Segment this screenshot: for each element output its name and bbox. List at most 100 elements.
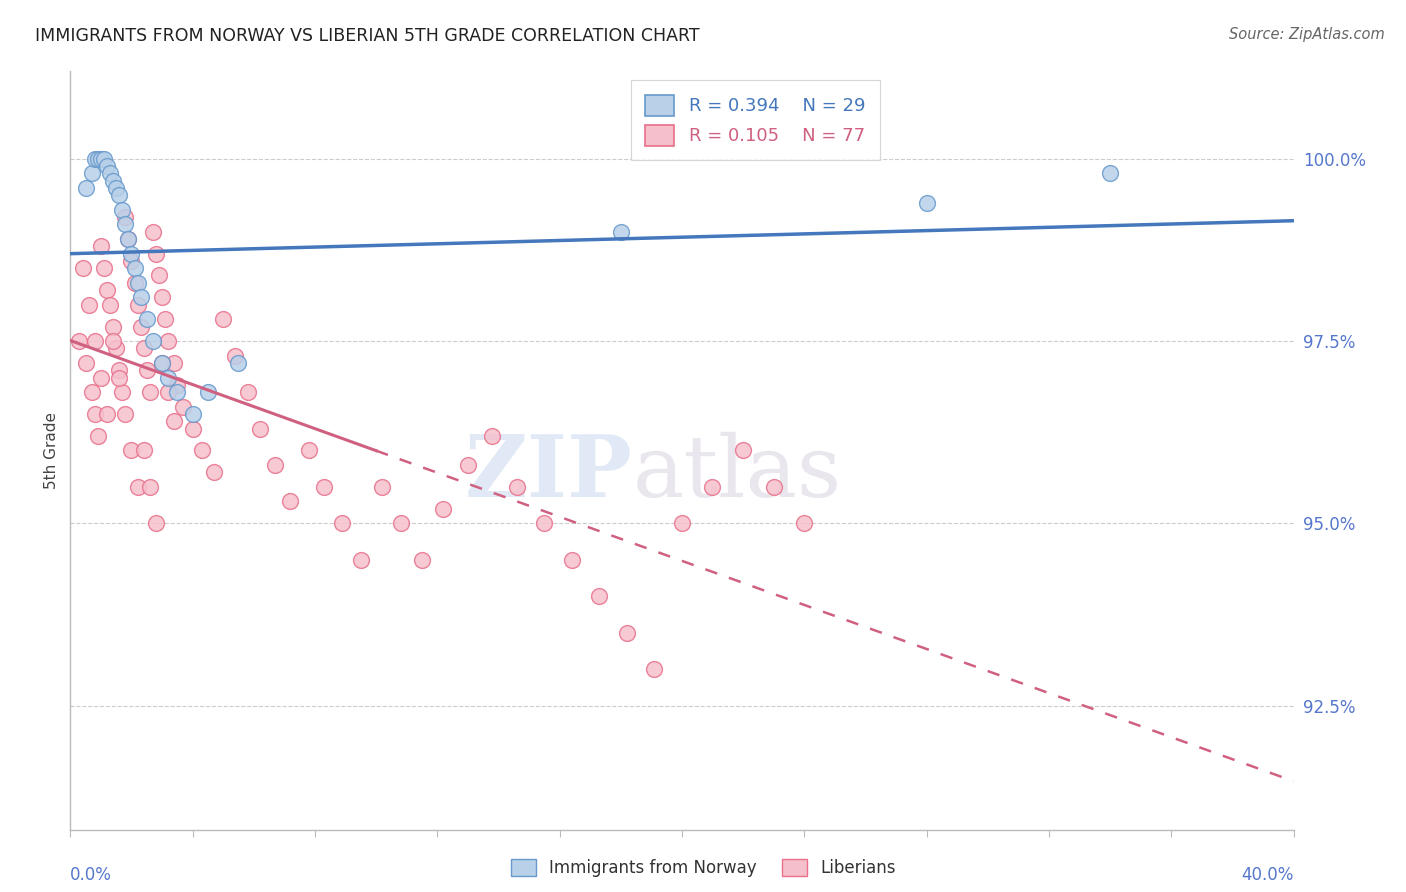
Point — [371, 480, 394, 494]
Point — [145, 516, 167, 531]
Point — [148, 268, 170, 283]
Point — [142, 334, 165, 348]
Point — [98, 166, 121, 180]
Point — [150, 356, 173, 370]
Point — [72, 261, 94, 276]
Y-axis label: 5th Grade: 5th Grade — [44, 412, 59, 489]
Point — [457, 458, 479, 472]
Point — [157, 370, 180, 384]
Point — [124, 261, 146, 276]
Point — [111, 385, 134, 400]
Point — [1099, 166, 1122, 180]
Point — [163, 414, 186, 428]
Point — [83, 152, 105, 166]
Point — [139, 385, 162, 400]
Text: 0.0%: 0.0% — [70, 866, 112, 884]
Point — [121, 246, 143, 260]
Point — [90, 239, 112, 253]
Point — [264, 458, 287, 472]
Point — [671, 516, 693, 531]
Point — [202, 466, 225, 480]
Point — [249, 421, 271, 435]
Point — [132, 443, 155, 458]
Point — [588, 589, 610, 603]
Point — [108, 363, 131, 377]
Point — [124, 276, 146, 290]
Point — [101, 174, 124, 188]
Point — [98, 298, 121, 312]
Point — [80, 385, 103, 400]
Point — [83, 334, 105, 348]
Point — [731, 443, 754, 458]
Point — [643, 662, 665, 676]
Point — [96, 159, 118, 173]
Point — [69, 334, 91, 348]
Point — [87, 152, 110, 166]
Point — [561, 553, 583, 567]
Point — [127, 276, 149, 290]
Point — [132, 342, 155, 356]
Point — [224, 349, 246, 363]
Point — [101, 334, 124, 348]
Point — [157, 334, 180, 348]
Point — [533, 516, 555, 531]
Point — [75, 356, 97, 370]
Point — [506, 480, 529, 494]
Point — [93, 152, 115, 166]
Text: IMMIGRANTS FROM NORWAY VS LIBERIAN 5TH GRADE CORRELATION CHART: IMMIGRANTS FROM NORWAY VS LIBERIAN 5TH G… — [35, 27, 700, 45]
Point — [93, 261, 115, 276]
Point — [75, 181, 97, 195]
Legend: R = 0.394    N = 29, R = 0.105    N = 77: R = 0.394 N = 29, R = 0.105 N = 77 — [631, 80, 880, 160]
Legend: Immigrants from Norway, Liberians: Immigrants from Norway, Liberians — [503, 852, 903, 884]
Text: 40.0%: 40.0% — [1241, 866, 1294, 884]
Point — [166, 377, 188, 392]
Point — [114, 210, 136, 224]
Point — [236, 385, 259, 400]
Point — [108, 370, 131, 384]
Point — [105, 342, 128, 356]
Point — [181, 421, 204, 435]
Point — [411, 553, 433, 567]
Point — [163, 356, 186, 370]
Point — [139, 480, 162, 494]
Point — [280, 494, 302, 508]
Point — [793, 516, 815, 531]
Point — [114, 218, 136, 232]
Point — [90, 152, 112, 166]
Point — [915, 195, 938, 210]
Point — [150, 356, 173, 370]
Point — [117, 232, 139, 246]
Text: Source: ZipAtlas.com: Source: ZipAtlas.com — [1229, 27, 1385, 42]
Point — [157, 385, 180, 400]
Point — [481, 429, 503, 443]
Point — [314, 480, 336, 494]
Point — [389, 516, 412, 531]
Point — [228, 356, 250, 370]
Point — [181, 407, 204, 421]
Point — [150, 290, 173, 304]
Point — [702, 480, 724, 494]
Point — [117, 232, 139, 246]
Point — [172, 400, 194, 414]
Point — [432, 501, 454, 516]
Point — [77, 298, 100, 312]
Point — [129, 290, 152, 304]
Point — [87, 429, 110, 443]
Point — [83, 407, 105, 421]
Point — [101, 319, 124, 334]
Point — [135, 312, 157, 326]
Point — [153, 312, 176, 326]
Point — [80, 166, 103, 180]
Point — [121, 254, 143, 268]
Point — [298, 443, 321, 458]
Point — [212, 312, 235, 326]
Point — [96, 407, 118, 421]
Point — [114, 407, 136, 421]
Point — [191, 443, 214, 458]
Point — [127, 480, 149, 494]
Point — [762, 480, 785, 494]
Point — [616, 625, 638, 640]
Text: ZIP: ZIP — [465, 431, 633, 516]
Point — [90, 370, 112, 384]
Point — [142, 225, 165, 239]
